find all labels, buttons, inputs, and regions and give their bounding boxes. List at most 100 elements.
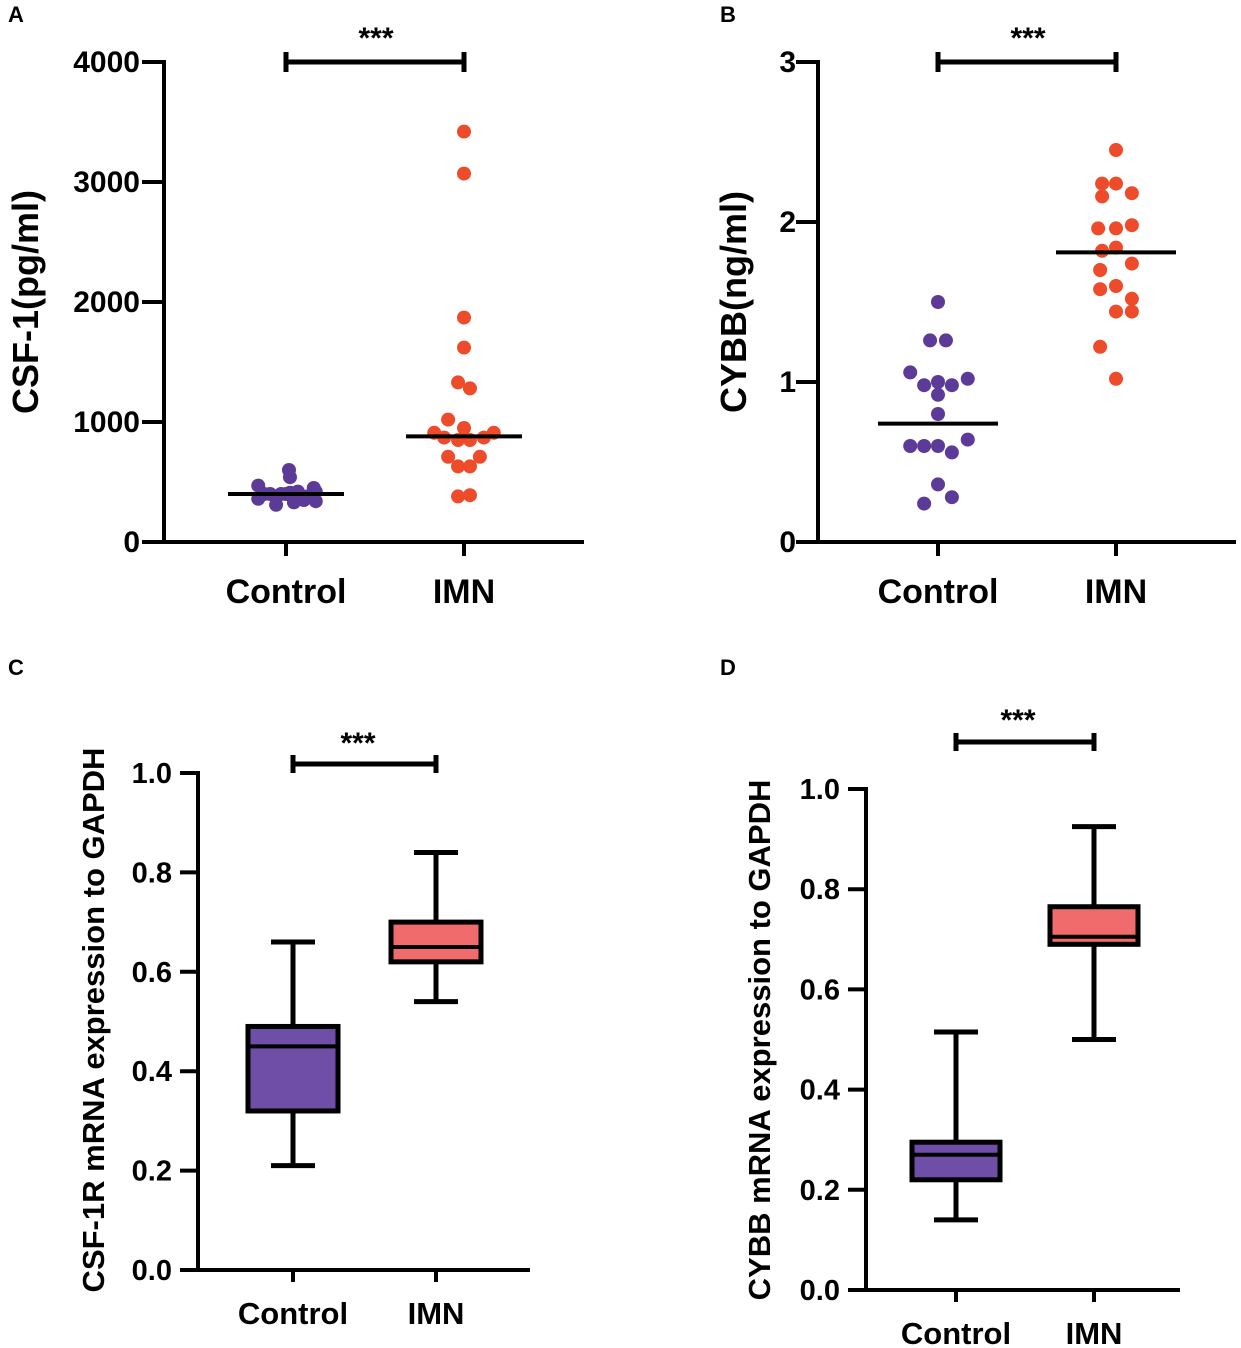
panel-b-y-tick-label: 2 [779, 206, 796, 239]
panel-c-chart: C CSF-1R mRNA expression to GAPDH *** Co… [8, 655, 530, 1331]
panel-b-point-imn [1124, 304, 1139, 319]
panel-a-significance-label: *** [358, 22, 393, 55]
panel-b-significance-label: *** [1010, 22, 1045, 55]
panel-a-y-axis-title: CSF-1(pg/ml) [5, 190, 46, 414]
panel-b-point-imn [1109, 221, 1123, 236]
panel-a-point-control [281, 463, 296, 477]
panel-b-point-control [931, 439, 945, 453]
panel-a-point-imn [441, 449, 456, 464]
panel-c-y-tick-label: 0.6 [132, 957, 172, 989]
panel-d-category-label-control: Control [901, 1316, 1011, 1348]
panel-b-y-tick-label: 0 [779, 526, 796, 559]
panel-b-point-control [917, 439, 932, 453]
panel-a-point-imn [457, 340, 471, 355]
panel-a-point-imn [457, 124, 471, 139]
panel-a-point-imn [451, 375, 466, 390]
panel-d-significance-label: *** [1000, 704, 1035, 737]
panel-b-point-imn [1093, 263, 1108, 277]
panel-d-box-control [909, 1139, 1003, 1183]
panel-b-point-imn [1124, 218, 1139, 233]
panel-d-chart: D CYBB mRNA expression to GAPDH *** Cont… [720, 655, 1180, 1348]
panel-c-category-label-control: Control [238, 1296, 348, 1331]
panel-b-point-control [931, 477, 945, 492]
panel-a-point-imn [441, 412, 456, 427]
panel-b-point-imn [1124, 291, 1139, 306]
panel-d-y-tick-label: 0.8 [800, 874, 840, 906]
panel-b-y-tick-label: 1 [779, 366, 796, 399]
panel-b-point-imn [1124, 186, 1139, 201]
panel-b-point-control [917, 496, 932, 511]
panel-b-point-control [931, 375, 945, 389]
panel-b-point-control [938, 333, 953, 348]
panel-c-y-tick-label: 0.0 [132, 1255, 172, 1287]
panel-a-point-imn [457, 166, 471, 181]
panel-b-category-label-control: Control [878, 573, 999, 611]
panel-a-point-imn [457, 310, 471, 325]
panel-d-y-tick-label: 0.6 [800, 974, 840, 1006]
panel-b-point-imn [1095, 176, 1110, 191]
panel-a-y-tick-label: 2000 [73, 286, 140, 319]
panel-d-y-axis-title: CYBB mRNA expression to GAPDH [742, 780, 777, 1301]
panel-b-point-control [903, 365, 918, 380]
panel-b-y-tick-label: 3 [779, 46, 796, 79]
panel-a-category-label-control: Control [226, 573, 347, 611]
panel-c-letter: C [8, 655, 24, 680]
panel-a-point-imn [462, 459, 477, 474]
panel-c-y-tick-label: 0.2 [132, 1156, 172, 1188]
panel-b-category-label-imn: IMN [1085, 573, 1147, 611]
panel-d-category-label-imn: IMN [1066, 1316, 1123, 1348]
panel-b-point-control [931, 387, 945, 402]
panel-c-y-tick-label: 1.0 [132, 758, 172, 790]
panel-c-y-tick-label: 0.4 [132, 1056, 172, 1088]
panel-b-point-control [960, 371, 975, 386]
panel-b-point-imn [1109, 143, 1123, 157]
panel-b-point-control [944, 445, 959, 460]
panel-b-point-control [944, 378, 959, 393]
panel-b-point-imn [1109, 304, 1123, 319]
panel-a-point-imn [462, 381, 477, 396]
panel-a-letter: A [8, 2, 24, 27]
panel-a-y-tick-label: 3000 [73, 166, 140, 199]
panel-b-point-imn [1093, 339, 1108, 354]
panel-a-y-tick-label: 0 [123, 526, 140, 559]
panel-b-point-control [931, 295, 945, 309]
panel-b-point-imn [1109, 371, 1123, 386]
panel-a-category-label-imn: IMN [433, 573, 495, 611]
panel-b-point-imn [1109, 176, 1123, 191]
panel-a-chart: A CSF-1(pg/ml) *** Control IMN 0 1000 2000… [5, 2, 584, 611]
panel-a-point-control [290, 484, 305, 499]
panel-d-y-tick-label: 0.0 [800, 1275, 840, 1307]
panel-a-point-imn [451, 489, 466, 504]
panel-b-point-control [944, 490, 959, 505]
panel-b-point-imn [1095, 189, 1110, 204]
panel-b-point-imn [1124, 256, 1139, 271]
panel-b-point-imn [1093, 282, 1108, 297]
panel-c-box-control [245, 1023, 341, 1114]
panel-d-y-tick-label: 0.2 [800, 1175, 840, 1207]
panel-c-significance-label: *** [340, 727, 375, 760]
panel-a-y-tick-label: 4000 [73, 46, 140, 79]
panel-c-y-tick-label: 0.8 [132, 857, 172, 889]
panel-b-point-control [960, 432, 975, 447]
panel-a-y-tick-label: 1000 [73, 406, 140, 439]
panel-a-point-control [308, 494, 323, 509]
panel-c-box-imn [388, 919, 484, 965]
panel-d-y-tick-label: 0.4 [800, 1075, 840, 1107]
panel-b-point-imn [1091, 221, 1106, 236]
panel-a-point-imn [462, 488, 477, 503]
panel-d-y-tick-label: 1.0 [800, 774, 840, 806]
panel-b-point-imn [1109, 279, 1123, 293]
panel-c-y-axis-title: CSF-1R mRNA expression to GAPDH [76, 748, 111, 1293]
panel-a-point-imn [472, 449, 487, 464]
panel-b-chart: B CYBB(ng/ml) *** Control IMN 0 1 2 3 [713, 2, 1236, 611]
panel-c-category-label-imn: IMN [408, 1296, 465, 1331]
panel-b-point-control [917, 378, 932, 393]
panel-a-point-imn [457, 421, 471, 435]
panel-b-y-axis-title: CYBB(ng/ml) [713, 191, 754, 413]
panel-a-point-control [269, 497, 284, 512]
panel-a-point-imn [451, 459, 466, 474]
panel-b-letter: B [720, 2, 736, 27]
panel-b-point-control [903, 439, 918, 453]
panel-b-point-control [923, 333, 938, 348]
